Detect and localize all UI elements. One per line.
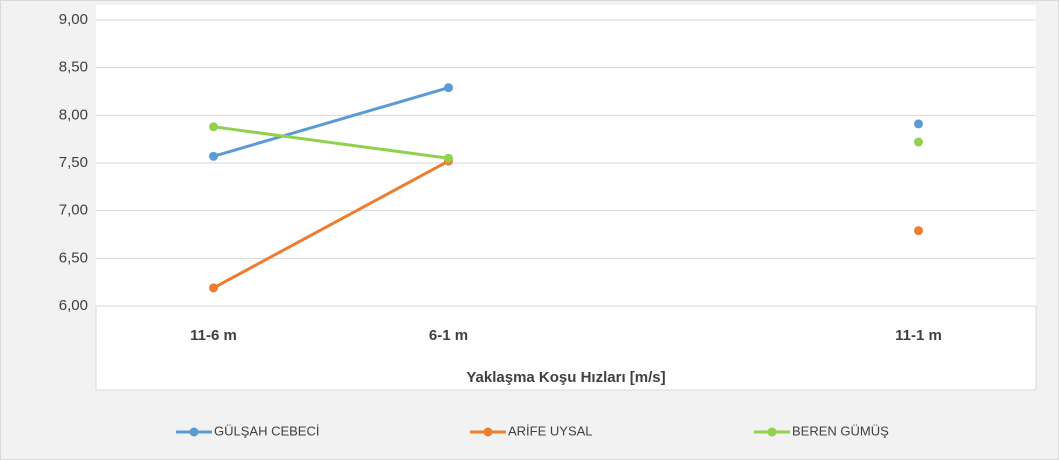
plot-area bbox=[96, 5, 1036, 390]
y-tick-label: 6,00 bbox=[59, 297, 88, 314]
legend-label: BEREN GÜMÜŞ bbox=[792, 423, 889, 438]
data-point bbox=[209, 283, 218, 293]
y-tick-label: 7,00 bbox=[59, 202, 88, 219]
data-point bbox=[444, 83, 453, 93]
y-tick-label: 7,50 bbox=[59, 154, 88, 171]
y-tick-label: 8,50 bbox=[59, 59, 88, 76]
legend-label: GÜLŞAH CEBECİ bbox=[214, 423, 319, 438]
legend-marker bbox=[767, 427, 777, 437]
data-point bbox=[209, 151, 218, 161]
x-tick-label: 6-1 m bbox=[429, 327, 468, 344]
data-point bbox=[914, 137, 923, 147]
x-tick-label: 11-6 m bbox=[190, 327, 237, 344]
x-tick-label: 11-1 m bbox=[895, 327, 942, 344]
y-tick-label: 8,00 bbox=[59, 106, 88, 123]
data-point bbox=[444, 153, 453, 163]
legend-marker bbox=[189, 427, 199, 437]
data-point bbox=[209, 122, 218, 132]
x-axis-title: Yaklaşma Koşu Hızları [m/s] bbox=[466, 369, 665, 386]
y-tick-label: 9,00 bbox=[59, 11, 88, 28]
y-tick-label: 6,50 bbox=[59, 249, 88, 266]
data-point bbox=[914, 226, 923, 236]
legend-marker bbox=[483, 427, 493, 437]
legend-label: ARİFE UYSAL bbox=[508, 423, 593, 438]
data-point bbox=[914, 119, 923, 129]
